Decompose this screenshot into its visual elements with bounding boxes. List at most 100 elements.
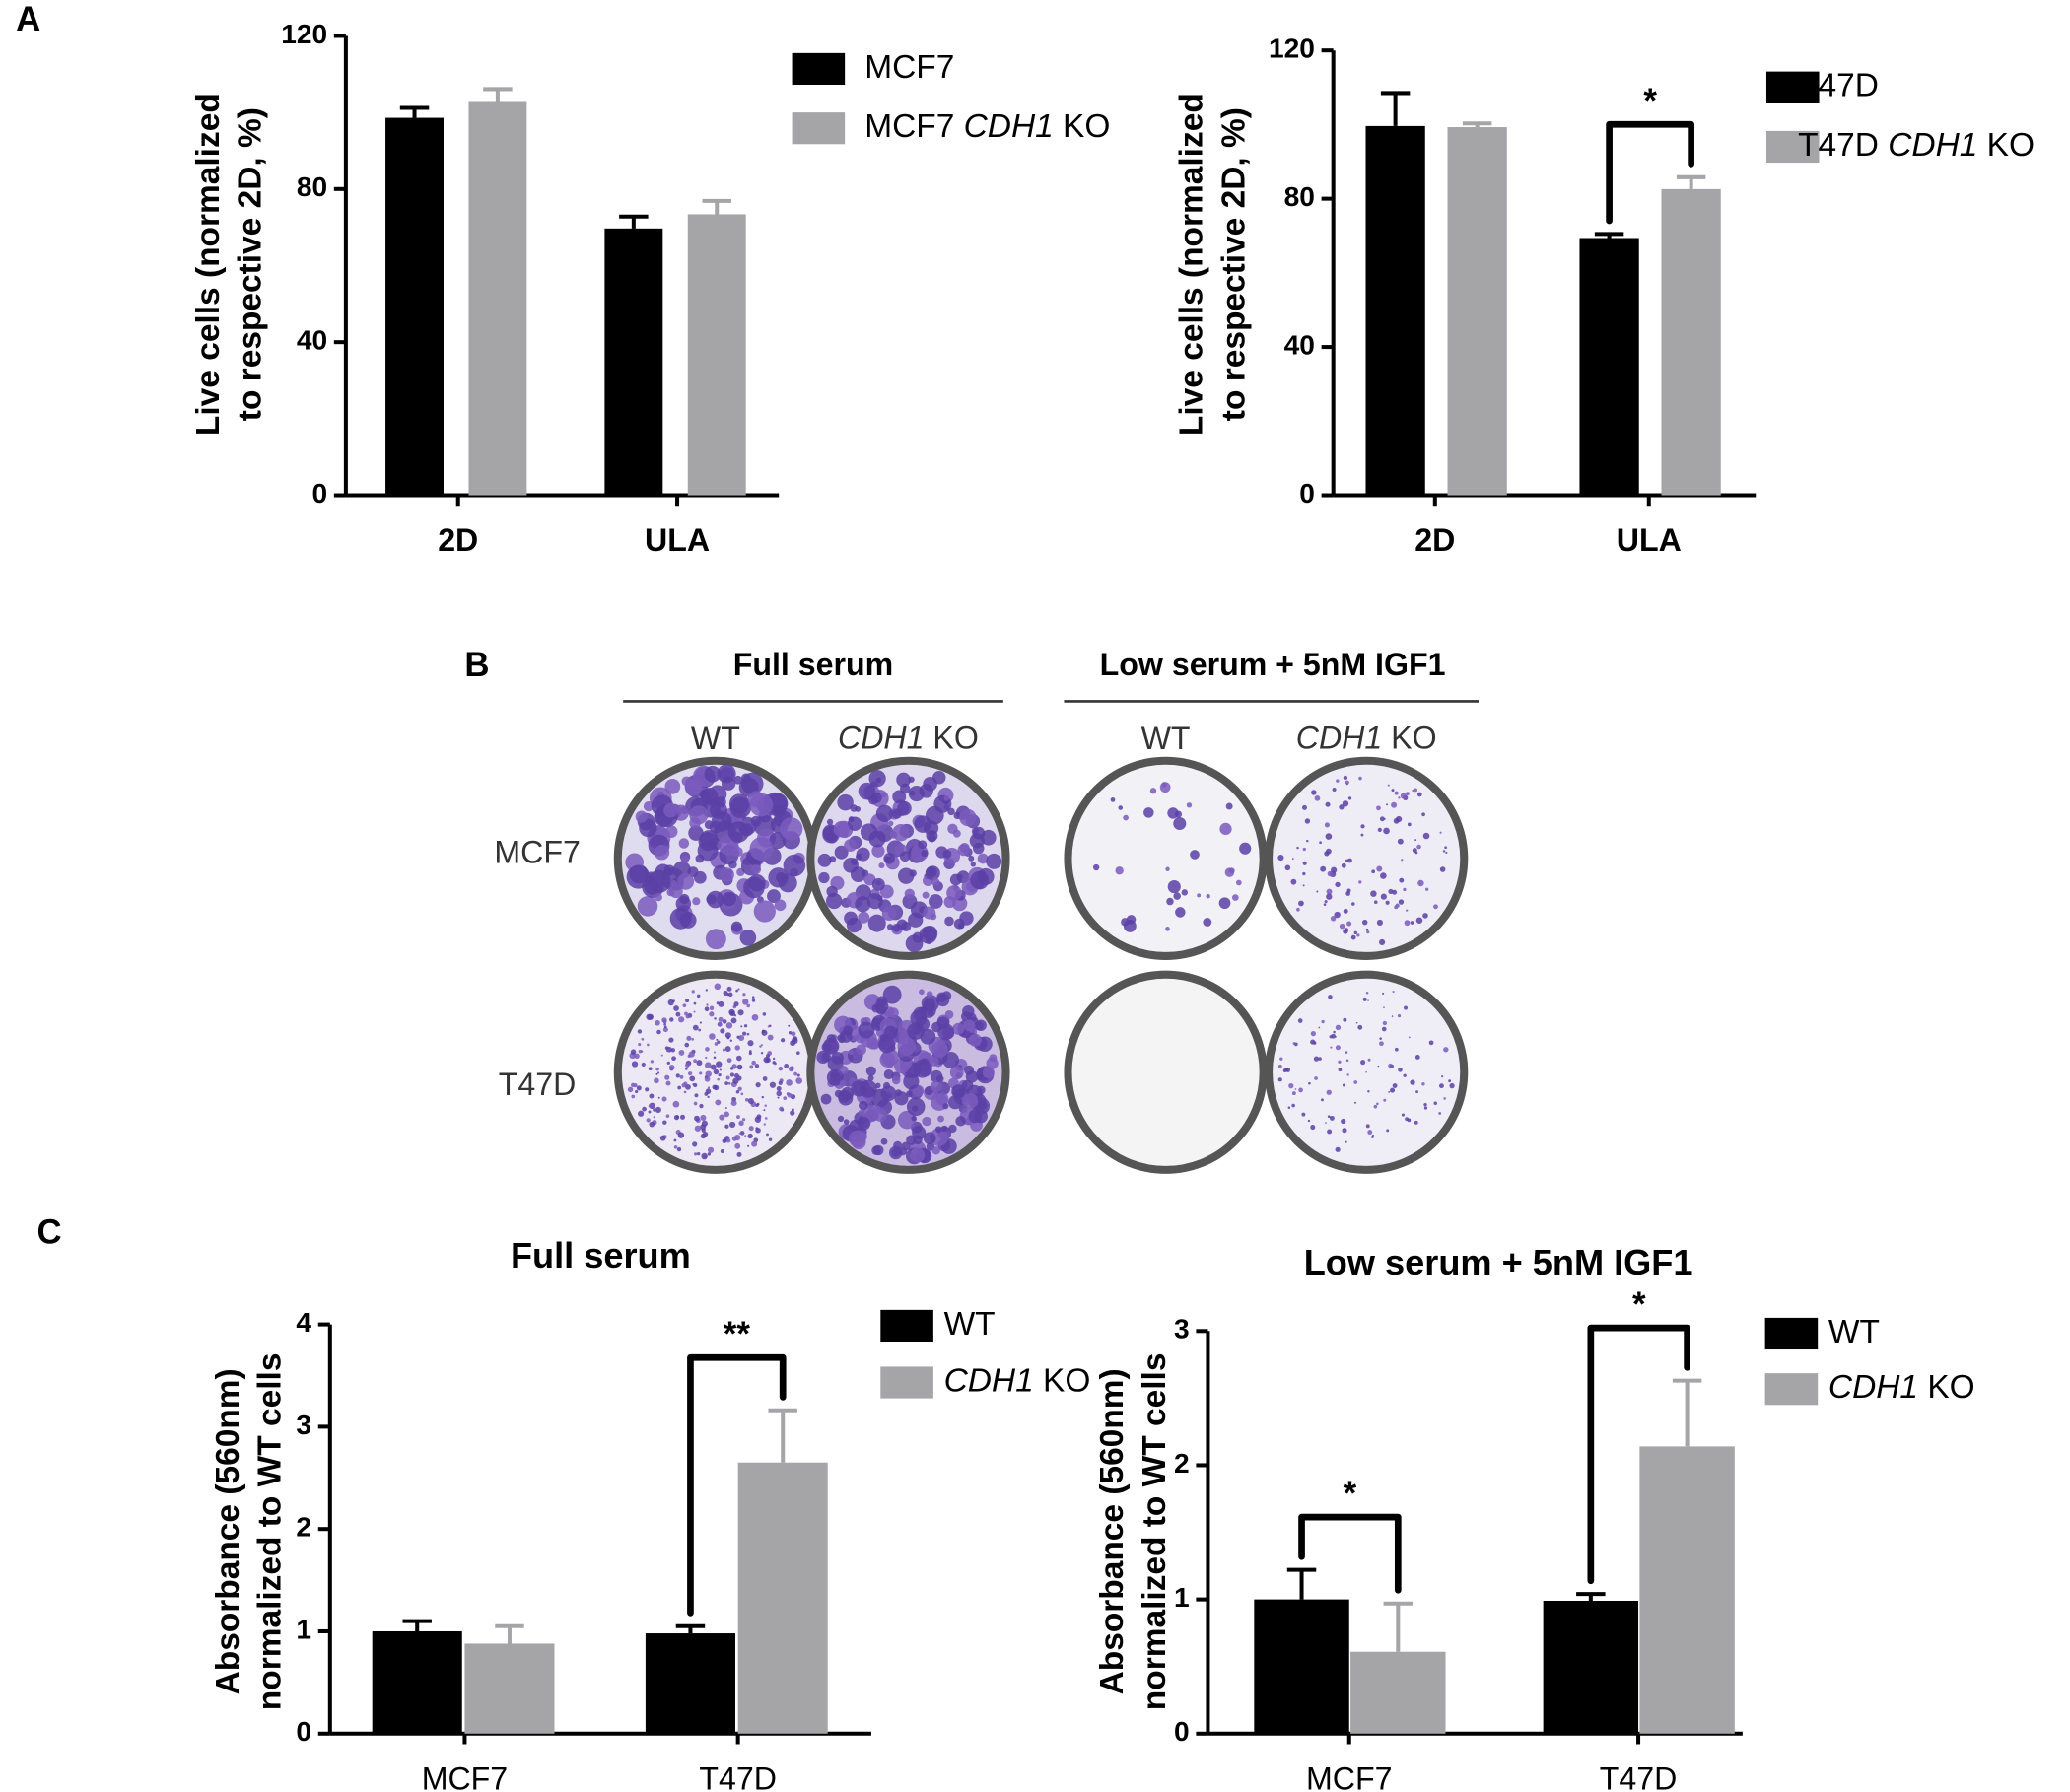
colony	[1203, 918, 1212, 927]
colony	[685, 1083, 691, 1090]
colony	[831, 1051, 844, 1065]
colony	[726, 1036, 730, 1040]
well-rim	[1265, 756, 1469, 960]
colony	[923, 777, 937, 792]
colony	[1423, 1106, 1428, 1110]
colony	[693, 1001, 697, 1005]
colony	[926, 829, 938, 842]
colony	[897, 1110, 917, 1130]
colony	[740, 1025, 743, 1028]
colony	[730, 1017, 737, 1024]
colony	[719, 1114, 725, 1121]
colony	[769, 832, 787, 850]
colony	[676, 1146, 682, 1152]
significance-bracket	[687, 1353, 787, 1617]
colony	[1335, 1024, 1342, 1031]
colony	[1292, 1042, 1296, 1045]
error-bar	[1462, 121, 1492, 128]
colony	[1327, 1129, 1333, 1135]
colony	[952, 829, 961, 838]
colony	[980, 829, 997, 846]
colony	[687, 1071, 693, 1076]
colony	[1298, 900, 1304, 907]
colony	[727, 1081, 731, 1085]
colony	[747, 1144, 750, 1147]
colony	[698, 832, 718, 852]
colony	[847, 816, 862, 832]
x-tick-label: T47D	[1600, 1760, 1678, 1792]
colony	[1381, 1026, 1387, 1032]
culture-well	[613, 756, 818, 960]
colony	[1338, 1068, 1343, 1072]
error-bar	[399, 105, 430, 118]
x-tick-label: ULA	[645, 522, 710, 558]
colony	[1449, 1082, 1455, 1089]
y-tick-label: 2	[1174, 1448, 1190, 1479]
colony	[732, 846, 743, 858]
colony	[1287, 1106, 1291, 1109]
colony	[871, 844, 885, 858]
colony	[760, 1052, 764, 1055]
colony	[716, 1061, 723, 1068]
colony	[717, 1077, 720, 1081]
colony	[919, 989, 925, 996]
colony	[908, 785, 925, 802]
colony	[1302, 847, 1306, 852]
colony	[737, 1009, 744, 1016]
colony	[687, 1054, 691, 1059]
colony	[736, 1035, 740, 1039]
colony	[729, 1067, 734, 1070]
colony	[638, 1110, 645, 1117]
colony	[697, 1152, 701, 1156]
significance-bracket	[1298, 1513, 1402, 1594]
colony	[724, 1081, 729, 1086]
colony	[692, 1024, 699, 1031]
colony	[724, 1124, 729, 1129]
x-tick-label: 2D	[438, 522, 478, 558]
colony	[907, 1022, 925, 1040]
colony	[702, 1132, 709, 1137]
colony	[1388, 1090, 1391, 1093]
colony	[1310, 1030, 1316, 1037]
colony	[767, 889, 781, 903]
colony	[733, 1001, 739, 1007]
colony	[1353, 1080, 1358, 1084]
colony	[1421, 812, 1425, 817]
colony	[957, 922, 965, 930]
bar	[1639, 1446, 1735, 1734]
colony	[1376, 919, 1383, 927]
colony	[777, 1096, 780, 1099]
colony	[648, 1067, 653, 1071]
colony	[1329, 1115, 1335, 1121]
y-axis-label: normalized to WT cells	[1137, 1353, 1173, 1711]
colony	[722, 891, 737, 907]
colony	[796, 1051, 800, 1055]
culture-well	[1064, 970, 1268, 1174]
colony	[699, 1021, 702, 1024]
error-bar	[768, 1408, 797, 1463]
colony	[838, 1089, 851, 1103]
colony	[1388, 888, 1394, 895]
colony	[728, 1121, 736, 1129]
colony	[1395, 903, 1400, 908]
colony	[720, 1028, 725, 1034]
colony	[1335, 881, 1341, 888]
colony	[787, 1092, 793, 1098]
colony	[705, 989, 708, 992]
colony	[1310, 1039, 1316, 1045]
y-tick-label: 0	[296, 1716, 311, 1747]
colony	[963, 1019, 976, 1032]
colony	[922, 1116, 932, 1127]
colony	[767, 1034, 774, 1041]
colony	[685, 1068, 688, 1070]
legend-label: MCF7	[864, 49, 954, 86]
colony	[1321, 1098, 1324, 1102]
colony	[944, 916, 954, 927]
colony	[970, 870, 990, 890]
column-label: WT	[691, 721, 740, 756]
colony	[934, 1126, 942, 1134]
colony	[1167, 880, 1181, 894]
colony	[727, 992, 733, 998]
colony	[942, 1051, 960, 1068]
colony	[1290, 878, 1297, 885]
